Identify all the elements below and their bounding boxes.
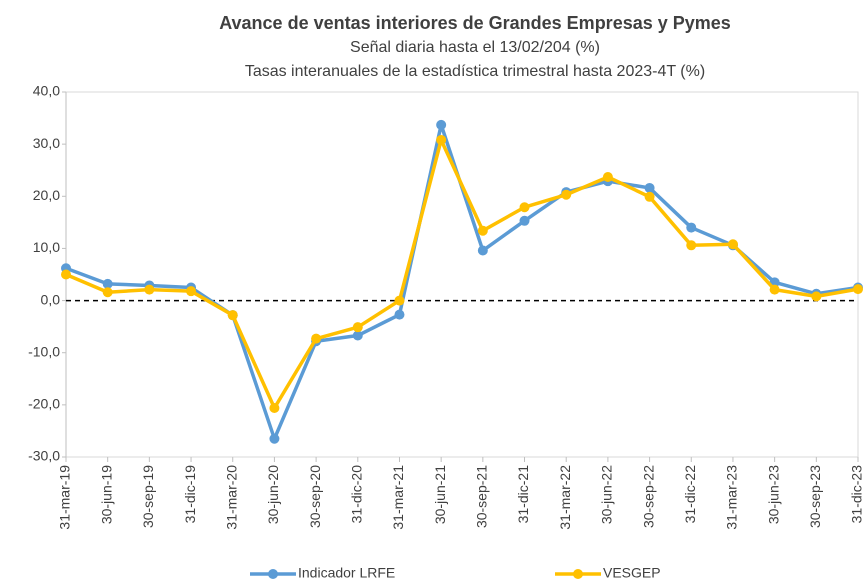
marker [686, 240, 697, 251]
legend-marker [268, 569, 278, 579]
marker [477, 245, 488, 256]
marker [602, 171, 613, 182]
x-tick-label: 31-mar-22 [557, 465, 573, 530]
x-tick-label: 31-dic-22 [682, 465, 698, 524]
x-tick-label: 31-dic-20 [348, 465, 364, 524]
y-tick-label: 0,0 [41, 291, 61, 307]
marker [436, 119, 447, 130]
x-tick-label: 30-sep-19 [140, 465, 156, 528]
plot-frame [65, 91, 859, 458]
x-tick-label: 31-mar-19 [57, 465, 73, 530]
marker [769, 284, 780, 295]
marker [519, 202, 530, 213]
y-tick-label: -10,0 [28, 343, 60, 359]
marker [61, 269, 71, 280]
series-line [65, 123, 859, 441]
x-tick-label: 30-jun-22 [599, 465, 615, 524]
marker [352, 330, 363, 341]
series-line [65, 138, 859, 410]
chart-title: Avance de ventas interiores de Grandes E… [219, 13, 731, 33]
marker [269, 402, 280, 413]
x-tick-label: 31-dic-19 [182, 465, 198, 524]
marker [519, 215, 530, 226]
marker [186, 286, 197, 297]
marker [811, 291, 822, 302]
marker [727, 239, 738, 250]
y-tick-label: 10,0 [33, 239, 60, 255]
x-tick-label: 30-sep-20 [307, 465, 323, 528]
marker [227, 310, 238, 321]
y-tick-label: -30,0 [28, 448, 60, 464]
marker [144, 284, 155, 295]
chart-subtitle: Señal diaria hasta el 13/02/204 (%) [350, 39, 600, 56]
marker [644, 191, 655, 202]
marker [352, 322, 363, 333]
marker [436, 134, 447, 145]
marker [394, 309, 405, 320]
legend-label: VESGEP [603, 565, 661, 581]
x-tick-label: 30-sep-23 [807, 465, 823, 528]
x-tick-label: 30-jun-21 [432, 465, 448, 524]
marker [686, 222, 697, 233]
y-tick-label: 40,0 [33, 83, 60, 99]
marker [853, 284, 863, 295]
marker [102, 287, 113, 298]
y-tick-label: 20,0 [33, 187, 60, 203]
x-tick-label: 30-sep-22 [640, 465, 656, 528]
legend-label: Indicador LRFE [298, 565, 395, 581]
x-tick-label: 30-jun-19 [98, 465, 114, 524]
x-tick-label: 30-jun-23 [765, 465, 781, 524]
x-tick-label: 30-jun-20 [265, 465, 281, 524]
y-tick-label: 30,0 [33, 135, 60, 151]
x-tick-label: 31-dic-21 [515, 465, 531, 524]
marker [102, 278, 113, 289]
marker [311, 333, 322, 344]
marker [394, 295, 405, 306]
marker [644, 182, 655, 193]
x-tick-label: 31-mar-20 [223, 465, 239, 530]
y-tick-label: -20,0 [28, 396, 60, 412]
marker [561, 189, 572, 200]
x-tick-label: 31-dic-23 [849, 465, 865, 524]
x-tick-label: 31-mar-23 [724, 465, 740, 530]
chart-subtitle: Tasas interanuales de la estadística tri… [245, 63, 705, 80]
x-tick-label: 30-sep-21 [474, 465, 490, 528]
x-tick-label: 31-mar-21 [390, 465, 406, 530]
marker [477, 225, 488, 236]
marker [269, 433, 280, 444]
legend-marker [573, 569, 583, 579]
